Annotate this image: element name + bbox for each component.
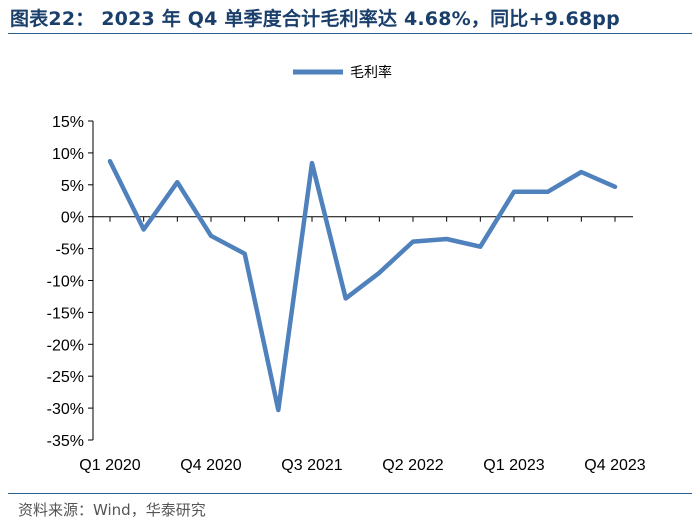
y-tick-label: -10% <box>47 274 84 291</box>
legend-label: 毛利率 <box>350 64 392 81</box>
x-tick-label: Q4 2020 <box>180 457 241 474</box>
legend: 毛利率 <box>293 64 392 81</box>
x-tick-label: Q2 2022 <box>382 457 443 474</box>
y-tick-label: 10% <box>52 146 84 163</box>
series-line-gross-margin <box>107 158 618 413</box>
chart-title: 图表22： 2023 年 Q4 单季度合计毛利率达 4.68%，同比+9.68p… <box>10 8 620 30</box>
y-tick-label: 5% <box>61 178 84 195</box>
x-axis: Q1 2020 Q4 2020 Q3 2021 Q2 2022 Q1 2023 Q4 20… <box>79 216 646 474</box>
title-rule <box>8 33 692 34</box>
y-tick-label: -20% <box>47 337 84 354</box>
y-tick-label: -25% <box>47 369 84 386</box>
footer-rule <box>8 493 692 494</box>
x-tick-label: Q4 2023 <box>584 457 645 474</box>
y-tick-label: 0% <box>61 210 84 227</box>
y-tick-label: -30% <box>47 401 84 418</box>
source-note: 资料来源：Wind，华泰研究 <box>18 501 206 519</box>
y-tick-label: 15% <box>52 114 84 131</box>
series-group <box>107 158 618 413</box>
y-tick-label: -5% <box>56 242 84 259</box>
x-tick-label: Q1 2020 <box>79 457 140 474</box>
x-tick-label: Q1 2023 <box>483 457 544 474</box>
y-tick-label: -15% <box>47 305 84 322</box>
y-axis: 15% 10% 5% 0% -5% -10% -15% -20% -25% -30% -35% <box>47 114 94 450</box>
y-tick-label: -35% <box>47 433 84 450</box>
x-tick-label: Q3 2021 <box>281 457 342 474</box>
